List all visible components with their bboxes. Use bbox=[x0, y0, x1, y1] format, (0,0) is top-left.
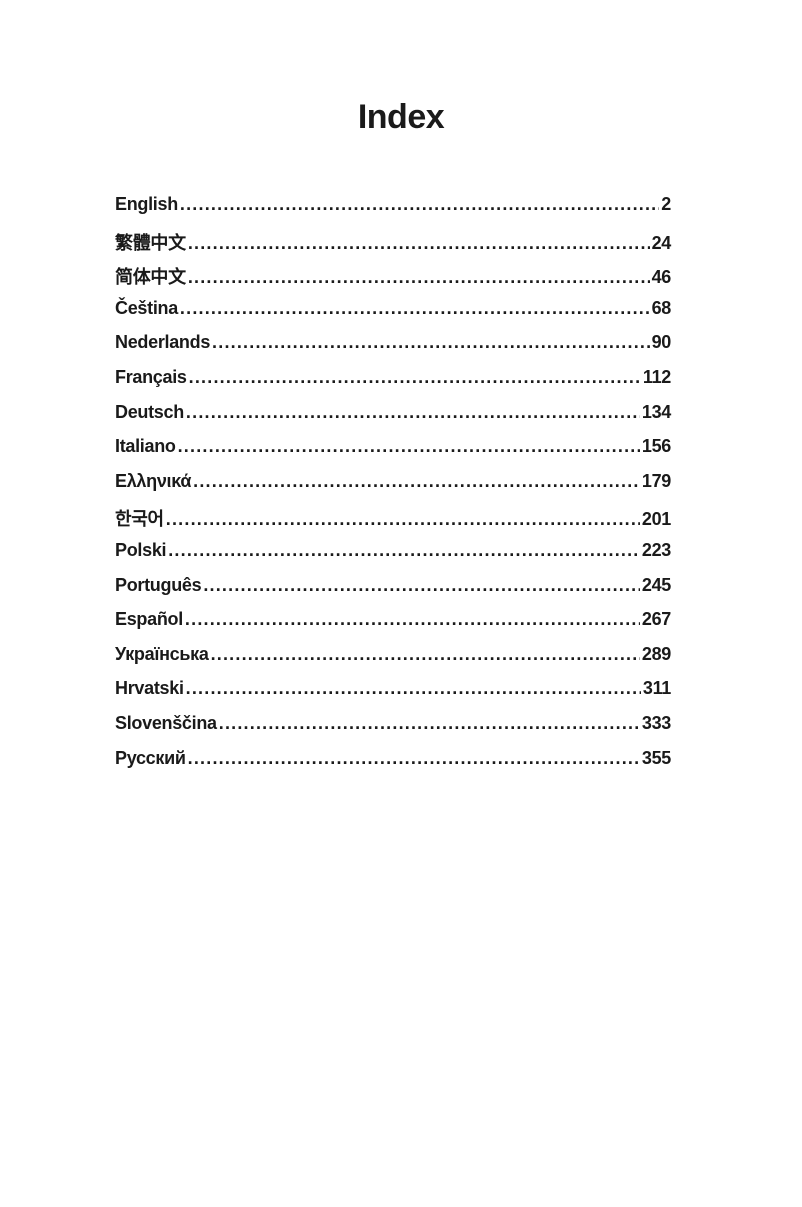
entry-language: Hrvatski bbox=[115, 678, 184, 699]
index-entry[interactable]: 繁體中文 24 bbox=[115, 229, 671, 264]
entry-page-number: 267 bbox=[641, 609, 671, 630]
dot-leader bbox=[219, 713, 640, 734]
entry-language: Čeština bbox=[115, 297, 178, 318]
index-entry[interactable]: Ελληνικά 179 bbox=[115, 471, 671, 506]
dot-leader bbox=[168, 540, 640, 561]
index-entry[interactable]: Русский 355 bbox=[115, 748, 671, 783]
entry-page-number: 201 bbox=[641, 509, 671, 530]
page-title: Index bbox=[357, 98, 445, 136]
dot-leader bbox=[188, 233, 650, 254]
dot-leader bbox=[180, 298, 650, 319]
entry-language: Português bbox=[115, 574, 202, 595]
entry-page-number: 311 bbox=[642, 678, 671, 699]
entry-language: 한국어 bbox=[115, 509, 164, 530]
entry-language: Italiano bbox=[115, 436, 176, 457]
index-entry[interactable]: 한국어 201 bbox=[115, 505, 671, 540]
index-entry[interactable]: Português 245 bbox=[115, 575, 671, 610]
entry-language: Français bbox=[115, 366, 187, 387]
dot-leader bbox=[188, 267, 650, 288]
index-entry[interactable]: Українська 289 bbox=[115, 644, 671, 679]
dot-leader bbox=[185, 609, 640, 630]
dot-leader bbox=[180, 194, 659, 215]
entry-page-number: 134 bbox=[641, 401, 671, 422]
dot-leader bbox=[178, 436, 640, 457]
index-entry[interactable]: Hrvatski 311 bbox=[115, 678, 671, 713]
index-list: English 2 繁體中文 24 简体中文 46 Čeština 68 Nederlands 9… bbox=[115, 194, 671, 782]
entry-page-number: 156 bbox=[641, 436, 671, 457]
dot-leader bbox=[166, 509, 640, 530]
dot-leader bbox=[188, 748, 640, 769]
entry-page-number: 68 bbox=[651, 297, 672, 318]
dot-leader bbox=[203, 575, 640, 596]
dot-leader bbox=[189, 367, 641, 388]
dot-leader bbox=[186, 402, 640, 423]
entry-page-number: 46 bbox=[651, 267, 672, 288]
entry-language: Polski bbox=[115, 539, 167, 560]
entry-language: 简体中文 bbox=[115, 267, 186, 288]
index-entry[interactable]: Italiano 156 bbox=[115, 436, 671, 471]
index-entry[interactable]: Nederlands 90 bbox=[115, 332, 671, 367]
entry-page-number: 112 bbox=[642, 366, 671, 387]
entry-page-number: 245 bbox=[641, 574, 671, 595]
entry-page-number: 333 bbox=[641, 712, 671, 733]
index-entry[interactable]: Deutsch 134 bbox=[115, 402, 671, 437]
entry-page-number: 2 bbox=[661, 194, 671, 214]
index-entry[interactable]: 简体中文 46 bbox=[115, 263, 671, 298]
entry-language: English bbox=[115, 194, 178, 214]
entry-language: Deutsch bbox=[115, 401, 184, 422]
index-entry[interactable]: Polski 223 bbox=[115, 540, 671, 575]
entry-language: Українська bbox=[115, 643, 209, 664]
entry-language: 繁體中文 bbox=[115, 232, 186, 253]
entry-language: Español bbox=[115, 609, 183, 630]
dot-leader bbox=[193, 471, 640, 492]
entry-language: Slovenščina bbox=[115, 712, 217, 733]
dot-leader bbox=[211, 644, 640, 665]
index-entry[interactable]: Français 112 bbox=[115, 367, 671, 402]
entry-page-number: 355 bbox=[641, 747, 671, 768]
index-entry[interactable]: Español 267 bbox=[115, 609, 671, 644]
entry-language: Ελληνικά bbox=[115, 470, 192, 491]
entry-language: Nederlands bbox=[115, 332, 211, 353]
index-entry[interactable]: Čeština 68 bbox=[115, 298, 671, 333]
dot-leader bbox=[186, 678, 641, 699]
entry-page-number: 90 bbox=[651, 332, 672, 353]
entry-language: Русский bbox=[115, 747, 186, 768]
entry-page-number: 289 bbox=[641, 643, 671, 664]
entry-page-number: 223 bbox=[641, 539, 671, 560]
dot-leader bbox=[212, 332, 650, 353]
index-entry[interactable]: Slovenščina 333 bbox=[115, 713, 671, 748]
entry-page-number: 24 bbox=[651, 232, 672, 253]
entry-page-number: 179 bbox=[641, 470, 671, 491]
index-entry[interactable]: English 2 bbox=[115, 194, 671, 229]
